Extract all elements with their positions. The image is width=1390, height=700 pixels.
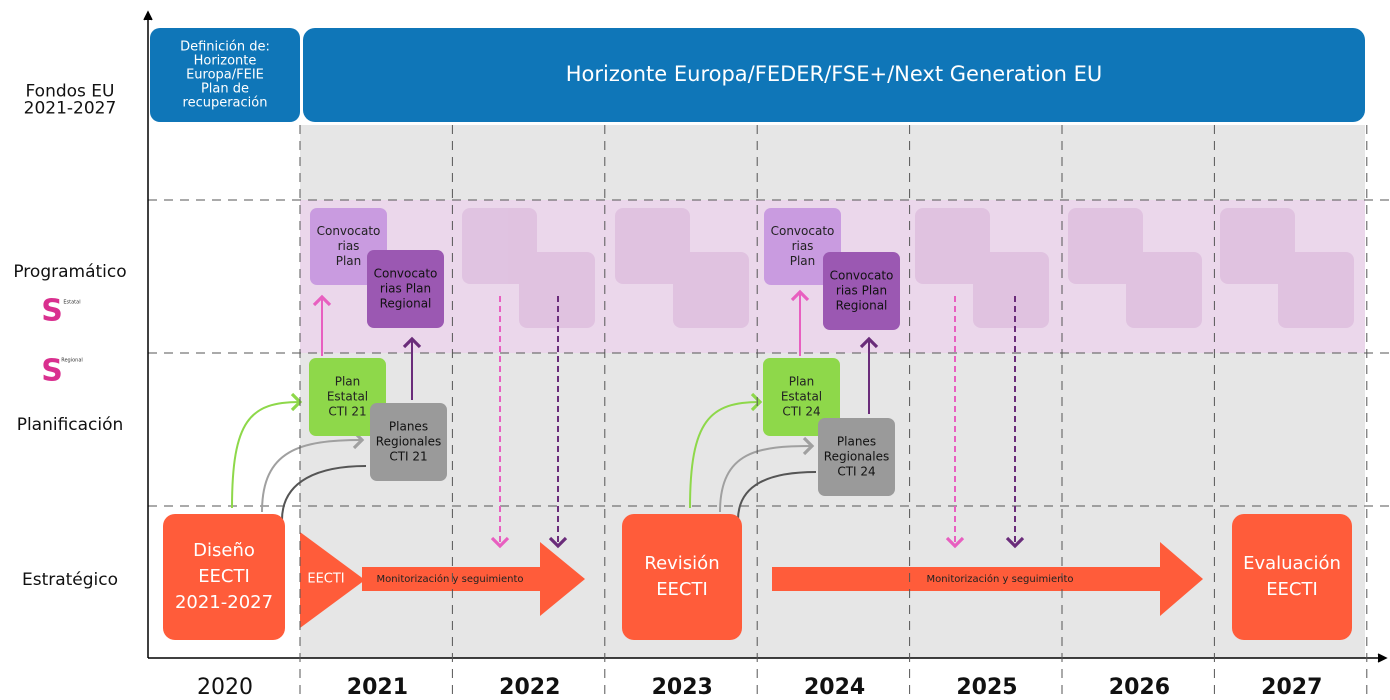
- calls-plan-box: [764, 208, 841, 285]
- faint-box: [1068, 208, 1143, 284]
- strategic-shapes: [163, 514, 1352, 640]
- year-label: 2024: [804, 675, 865, 700]
- funds-label: Horizonte Europa/FEDER/FSE+/Next Generat…: [566, 62, 1102, 86]
- row-label: Fondos EU: [26, 82, 115, 102]
- connector: [261, 430, 365, 513]
- monitoring-arrow: [772, 542, 1203, 616]
- calls-plan-box-label: rias: [792, 239, 814, 253]
- regional-plans-box-label: CTI 21: [389, 450, 427, 464]
- regional-plans-box: [370, 403, 447, 481]
- logo-mark: S: [41, 294, 63, 329]
- logo-mark: S: [41, 354, 63, 389]
- review-label: EECTI: [656, 579, 708, 600]
- regional-plans-box-label: Planes: [389, 420, 428, 434]
- definition-label: recuperación: [183, 96, 268, 111]
- logo-label: Regional: [61, 358, 83, 364]
- regional-plans-box-label: CTI 24: [837, 465, 875, 479]
- calls-plan-box-label: Convocato: [317, 224, 381, 238]
- state-plan-box-label: Plan: [789, 375, 815, 389]
- year-label: 2025: [956, 675, 1017, 700]
- state-plan-box-label: CTI 21: [328, 405, 366, 419]
- calls-regional-box-label: Convocato: [374, 267, 438, 281]
- calls-regional-box-label: rias Plan: [836, 284, 887, 298]
- evaluation-label: EECTI: [1266, 579, 1318, 600]
- calls-regional-box-label: rias Plan: [380, 282, 431, 296]
- x-arrow: [1377, 653, 1388, 663]
- connector: [689, 392, 763, 509]
- faint-boxes: [462, 208, 1354, 328]
- design-box: [163, 514, 285, 640]
- faint-box: [1278, 252, 1354, 328]
- row-label: Planificación: [17, 415, 124, 435]
- faint-box: [915, 208, 990, 284]
- logo-label: Estatal: [63, 300, 80, 306]
- definition-label: Horizonte: [194, 54, 257, 69]
- monitoring-arrow: [362, 542, 585, 616]
- eecti-label: EECTI: [307, 572, 344, 587]
- review-label: Revisión: [644, 553, 719, 574]
- faint-box: [973, 252, 1049, 328]
- row-label: Estratégico: [22, 570, 118, 590]
- regional-plans-box: [818, 418, 895, 496]
- definition-label: Plan de: [201, 82, 249, 97]
- state-plan-box-label: Plan: [335, 375, 361, 389]
- state-plan-box-label: Estatal: [781, 390, 822, 404]
- year-label: 2020: [197, 675, 253, 700]
- faint-box: [1220, 208, 1295, 284]
- connector: [231, 392, 303, 509]
- calls-regional-box: [823, 252, 900, 330]
- row-label: 2021-2027: [24, 99, 117, 119]
- monitoring-label: Monitorización y seguimiento: [926, 573, 1073, 585]
- calls-plan-box-label: Plan: [790, 254, 816, 268]
- calls-regional-box-label: Convocato: [830, 269, 894, 283]
- faint-box: [462, 208, 537, 284]
- regional-plans-box-label: Regionales: [376, 435, 441, 449]
- review-box: [622, 514, 742, 640]
- year-label: 2023: [652, 675, 713, 700]
- evaluation-label: Evaluación: [1243, 553, 1341, 574]
- evaluation-box: [1232, 514, 1352, 640]
- y-arrow: [143, 10, 153, 21]
- definition-box: [150, 28, 300, 122]
- definition-label: Definición de:: [180, 40, 270, 55]
- connectors: [231, 289, 1025, 549]
- state-plan-box-label: Estatal: [327, 390, 368, 404]
- axes: [143, 10, 1388, 663]
- state-plan-box: [763, 358, 840, 436]
- calls-regional-box-label: Regional: [380, 297, 432, 311]
- year-label: 2021: [347, 675, 408, 700]
- design-label: EECTI: [198, 566, 250, 587]
- calls-plan-box-label: rias: [338, 239, 360, 253]
- definition-label: Europa/FEIE: [186, 68, 264, 83]
- row-label: Programático: [13, 262, 126, 282]
- state-plan-box: [309, 358, 386, 436]
- design-label: 2021-2027: [175, 592, 273, 613]
- faint-box: [519, 252, 595, 328]
- faint-box: [673, 252, 749, 328]
- calls-regional-box-label: Regional: [836, 299, 888, 313]
- regional-plans-box-label: Planes: [837, 435, 876, 449]
- eecti-triangle: [300, 532, 365, 628]
- monitoring-label: Monitorización y seguimiento: [376, 573, 523, 585]
- logos: S S: [41, 294, 63, 389]
- year-label: 2026: [1109, 675, 1170, 700]
- calls-plan-box-label: Convocato: [771, 224, 835, 238]
- calls-regional-box: [367, 250, 444, 328]
- connector: [719, 436, 815, 513]
- regional-plans-box-label: Regionales: [824, 450, 889, 464]
- fund-boxes: [150, 28, 1365, 122]
- calls-plan-box-label: Plan: [336, 254, 362, 268]
- connector: [737, 471, 817, 521]
- state-plan-box-label: CTI 24: [782, 405, 820, 419]
- funds-box: [303, 28, 1365, 122]
- faint-box: [1126, 252, 1202, 328]
- year-label: 2022: [499, 675, 560, 700]
- connector: [281, 465, 367, 521]
- design-label: Diseño: [193, 540, 255, 561]
- year-label: 2027: [1261, 675, 1322, 700]
- faint-box: [615, 208, 690, 284]
